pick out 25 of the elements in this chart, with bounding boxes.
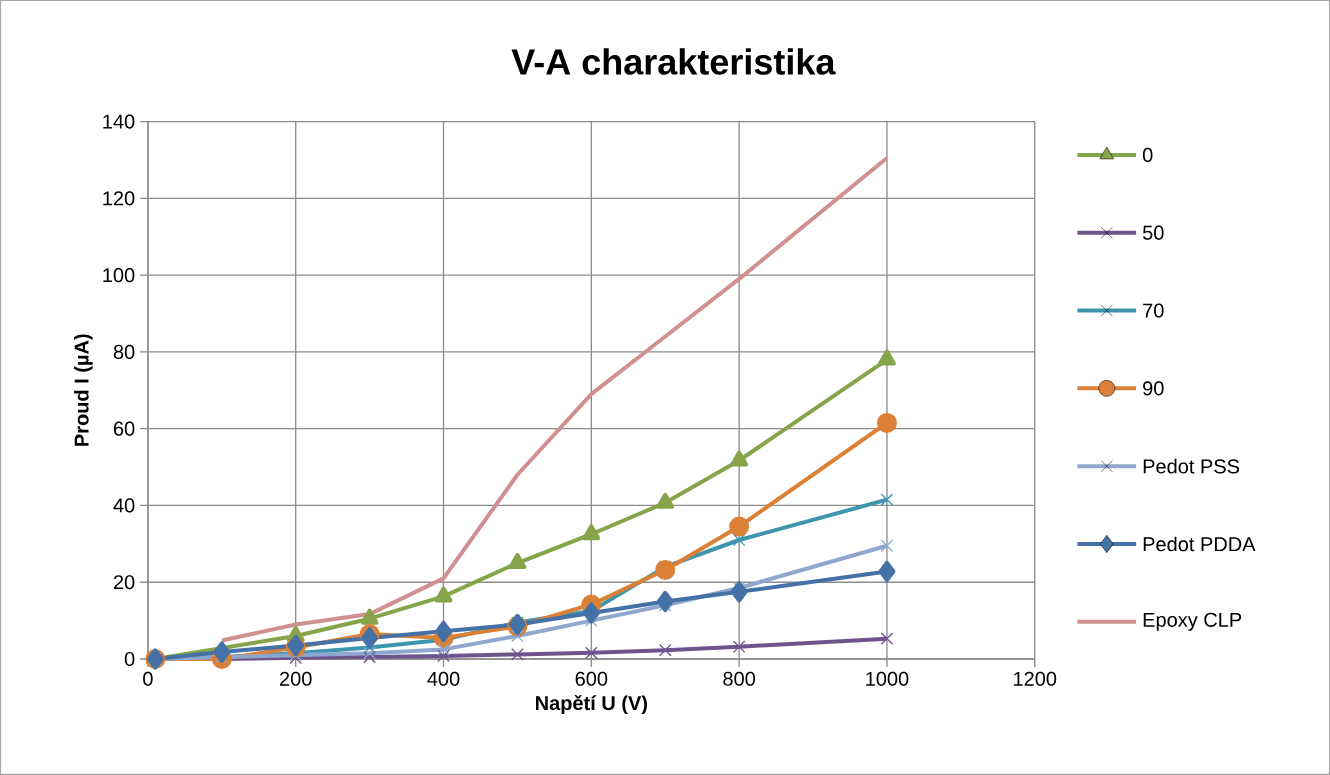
legend-label: Epoxy CLP [1143, 612, 1242, 631]
y-tick-label: 60 [113, 421, 135, 436]
x-tick-label: 200 [280, 671, 312, 686]
y-axis-title: Proud I (µA) [74, 334, 93, 446]
x-tick-label: 1200 [1014, 671, 1057, 686]
chart-title: V-A charakteristika [511, 48, 836, 75]
y-tick-label: 40 [113, 498, 135, 513]
x-tick-label: 400 [427, 671, 460, 686]
y-tick-label: 0 [124, 651, 135, 667]
legend-label: Pedot PDDA [1143, 536, 1256, 552]
y-tick-label: 140 [103, 114, 135, 129]
y-tick-label: 120 [103, 191, 135, 206]
y-tick-label: 80 [113, 344, 135, 360]
x-tick-label: 0 [143, 671, 153, 686]
x-tick-label: 1000 [866, 671, 909, 686]
legend-label: Pedot PSS [1143, 458, 1240, 474]
legend-label: 70 [1143, 303, 1164, 318]
x-tick-label: 600 [575, 671, 608, 686]
legend-label: 0 [1142, 147, 1153, 163]
y-tick-label: 20 [113, 575, 135, 590]
y-tick-label: 100 [103, 268, 135, 283]
legend-label: 50 [1142, 225, 1164, 240]
x-tick-label: 800 [723, 671, 756, 686]
x-axis-title: Napětí U (V) [535, 695, 647, 715]
legend-label: 90 [1143, 381, 1164, 396]
